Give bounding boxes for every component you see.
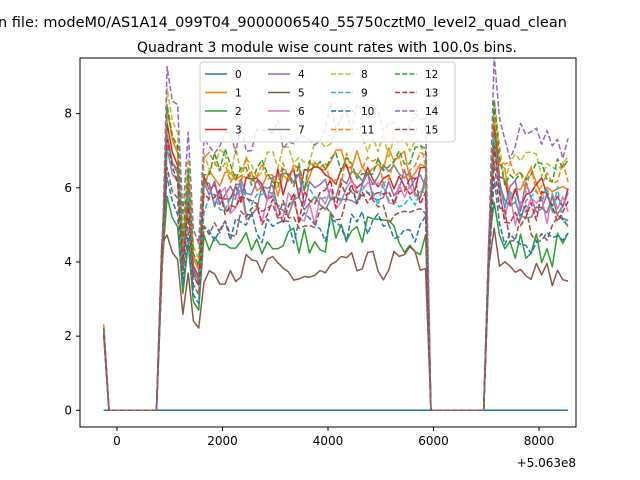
series-line-7 [102,133,569,412]
legend-label-7: 7 [298,125,305,137]
chart-suptitle: n file: modeM0/AS1A14_099T04_9000006540_… [0,15,567,31]
legend-label-8: 8 [361,69,368,81]
chart-title: Quadrant 3 module wise count rates with … [137,40,517,56]
legend-label-5: 5 [298,88,305,100]
x-offset-label: +5.063e8 [517,456,576,470]
legend-label-1: 1 [235,88,242,100]
y-tick-label: 4 [64,255,72,269]
y-tick-label: 2 [64,329,72,343]
legend-label-14: 14 [425,106,439,118]
legend-label-10: 10 [361,106,374,118]
series-line-2 [102,195,569,412]
series-line-13 [102,138,569,412]
x-tick-label: 0 [113,434,121,448]
x-tick-label: 6000 [418,434,449,448]
series-layer [102,58,569,412]
legend-label-2: 2 [235,106,242,118]
legend-label-12: 12 [425,69,438,81]
legend-label-6: 6 [298,106,305,118]
x-tick-label: 2000 [207,434,238,448]
legend-label-0: 0 [235,69,242,81]
legend-label-13: 13 [425,88,438,100]
y-tick-label: 8 [64,107,72,121]
legend-label-11: 11 [361,125,374,137]
legend-frame [199,61,456,143]
series-line-15 [102,160,569,412]
legend-label-3: 3 [235,125,242,137]
legend-label-4: 4 [298,69,305,81]
series-line-11 [102,103,569,412]
y-tick-label: 0 [64,403,72,417]
axis-layer: 0 2000 4000 6000 8000 0 2 4 6 8 [64,107,554,448]
legend-label-15: 15 [425,125,438,137]
x-tick-label: 8000 [524,434,555,448]
legend-label-9: 9 [361,88,368,100]
series-line-10 [102,176,569,412]
series-line-14 [102,58,569,412]
series-line-5 [102,227,569,412]
y-tick-label: 6 [64,181,72,195]
x-tick-label: 4000 [313,434,344,448]
series-line-12 [102,99,569,412]
